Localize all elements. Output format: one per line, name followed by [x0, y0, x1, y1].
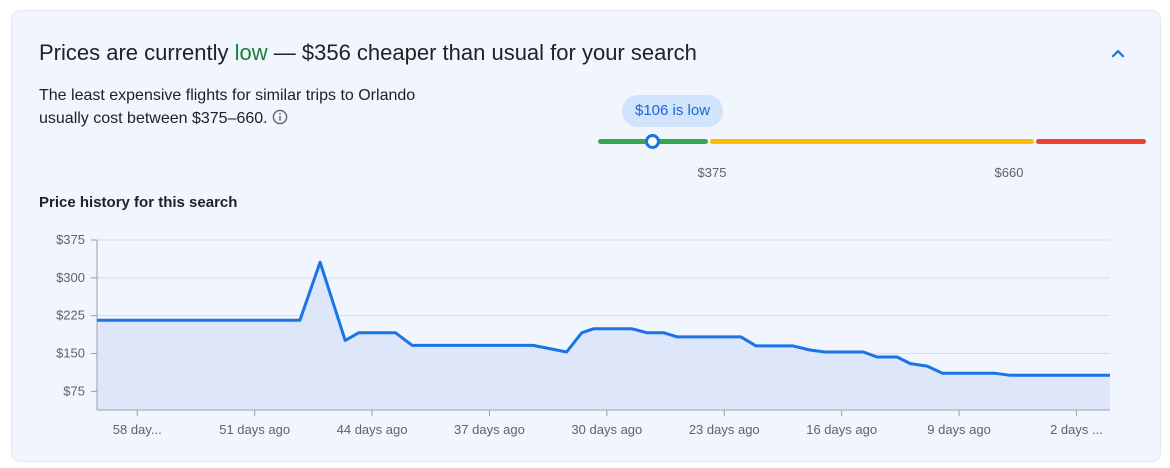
high-threshold-label: $660 [994, 165, 1024, 180]
y-tick-label: $225 [56, 308, 85, 323]
typical-price-segment [710, 139, 1034, 144]
headline-prefix: Prices are currently [39, 40, 235, 65]
headline-suffix: — $356 cheaper than usual for your searc… [267, 40, 697, 65]
y-tick-label: $75 [63, 383, 85, 398]
chevron-up-icon [1111, 49, 1125, 58]
y-tick-label: $150 [56, 346, 85, 361]
price-description: The least expensive flights for similar … [39, 84, 459, 132]
info-icon[interactable] [272, 109, 288, 132]
x-tick-label: 51 days ago [219, 422, 290, 437]
x-tick-label: 23 days ago [689, 422, 760, 437]
price-headline: Prices are currently low — $356 cheaper … [39, 39, 697, 67]
chart-title: Price history for this search [39, 194, 238, 211]
current-price-bubble: $106 is low [622, 95, 724, 127]
price-history-line [97, 260, 1110, 377]
collapse-button[interactable] [1105, 41, 1131, 67]
x-tick-label: 2 days ... [1050, 422, 1103, 437]
price-range-indicator: $106 is low $375 $660 [582, 89, 1146, 189]
description-line-2: usually cost between $375–660. [39, 110, 268, 127]
x-tick-label: 9 days ago [927, 422, 991, 437]
x-tick-label: 16 days ago [806, 422, 877, 437]
y-tick-label: $300 [56, 270, 85, 285]
x-tick-label: 58 day... [113, 422, 162, 437]
y-tick-label: $375 [56, 232, 85, 247]
low-threshold-label: $375 [697, 165, 727, 180]
description-line-1: The least expensive flights for similar … [39, 87, 416, 104]
current-price-marker [645, 134, 660, 149]
x-tick-label: 30 days ago [571, 422, 642, 437]
price-level: low [234, 40, 268, 65]
price-area-fill [97, 262, 1110, 410]
x-tick-label: 44 days ago [337, 422, 408, 437]
x-tick-label: 37 days ago [454, 422, 525, 437]
high-price-segment [1036, 139, 1146, 144]
